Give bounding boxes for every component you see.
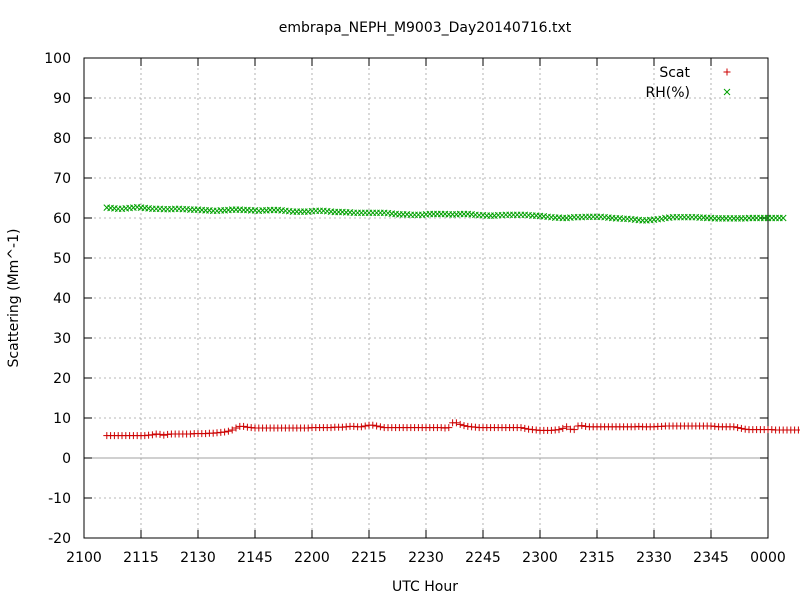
scat-point xyxy=(559,424,567,432)
x-tick-label: 2245 xyxy=(465,550,501,566)
scat-point xyxy=(361,422,369,430)
scat-point xyxy=(369,421,377,429)
x-tick-label: 2145 xyxy=(237,550,273,566)
y-axis-label: Scattering (Mm^-1) xyxy=(6,229,22,368)
scat-point xyxy=(228,426,236,434)
y-tick-label: 60 xyxy=(53,211,71,227)
scat-point xyxy=(240,422,248,430)
x-tick-label: 2130 xyxy=(180,550,216,566)
y-tick-label: 50 xyxy=(53,251,71,267)
scat-point xyxy=(730,423,738,431)
scat-point xyxy=(221,428,229,436)
scat-point xyxy=(373,422,381,430)
y-axis-ticks: -20 -10 0 10 20 30 40 50 60 70 80 90 100 xyxy=(44,51,768,547)
chart-title: embrapa_NEPH_M9003_Day20140716.txt xyxy=(279,20,572,36)
scat-point xyxy=(148,431,156,439)
rh-point-d2 xyxy=(779,214,787,222)
scat-point xyxy=(517,424,525,432)
x-tick-label: 2215 xyxy=(351,550,387,566)
y-tick-label: 20 xyxy=(53,371,71,387)
scat-point xyxy=(578,422,586,430)
rh-point-d2 xyxy=(723,88,731,96)
legend-label: Scat xyxy=(659,65,690,81)
x-tick-label: 2230 xyxy=(408,550,444,566)
y-tick-label: 80 xyxy=(53,131,71,147)
scat-point xyxy=(794,426,800,434)
x-tick-label: 2315 xyxy=(579,550,615,566)
x-tick-label: 2300 xyxy=(522,550,558,566)
y-tick-label: 10 xyxy=(53,411,71,427)
rh-point xyxy=(723,88,731,96)
scat-point xyxy=(734,424,742,432)
scat-point xyxy=(723,68,731,76)
y-tick-label: 0 xyxy=(62,451,71,467)
y-tick-label: 90 xyxy=(53,91,71,107)
scat-point xyxy=(456,420,464,428)
scat-point xyxy=(376,423,384,431)
scat-point xyxy=(224,427,232,435)
y-tick-label: 40 xyxy=(53,291,71,307)
x-tick-label: 0000 xyxy=(750,550,786,566)
series-rh xyxy=(103,203,787,224)
scat-point xyxy=(563,423,571,431)
y-tick-label: -20 xyxy=(48,531,71,547)
scat-point xyxy=(521,424,529,432)
x-tick-label: 2115 xyxy=(123,550,159,566)
y-tick-label: 30 xyxy=(53,331,71,347)
scat-point xyxy=(445,424,453,432)
scat-point xyxy=(232,424,240,432)
x-tick-label: 2330 xyxy=(636,550,672,566)
scat-point xyxy=(737,424,745,432)
x-axis-ticks: 2100 2115 2130 2145 2200 2215 2230 2245 2300 2315… xyxy=(66,58,786,566)
x-tick-label: 2100 xyxy=(66,550,102,566)
scat-point xyxy=(357,423,365,431)
scat-point xyxy=(460,422,468,430)
x-tick-label: 2345 xyxy=(693,550,729,566)
legend: Scat RH(%) xyxy=(646,65,731,101)
x-tick-label: 2200 xyxy=(294,550,330,566)
rh-point xyxy=(779,214,787,222)
scat-point xyxy=(156,430,164,438)
y-tick-label: 100 xyxy=(44,51,71,67)
scat-point xyxy=(160,431,168,439)
scat-point xyxy=(570,426,578,434)
scat-point xyxy=(452,419,460,427)
y-tick-label: -10 xyxy=(48,491,71,507)
y-tick-label: 70 xyxy=(53,171,71,187)
series xyxy=(103,203,800,440)
scat-point xyxy=(555,426,563,434)
series-scat xyxy=(103,419,800,440)
x-axis-label: UTC Hour xyxy=(392,579,458,595)
legend-label: RH(%) xyxy=(646,85,690,101)
